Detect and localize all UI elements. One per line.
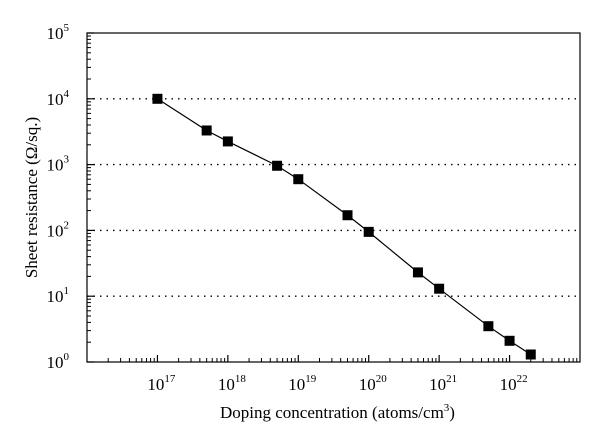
- x-tick-base: 10: [500, 375, 517, 394]
- data-point-marker: [525, 349, 536, 360]
- y-tick-label: 100: [47, 351, 70, 372]
- x-tick-label: 1017: [147, 373, 176, 394]
- y-tick-label: 105: [47, 22, 70, 43]
- y-tick-label: 104: [47, 88, 70, 109]
- data-point-marker: [363, 226, 374, 237]
- y-axis-title: Sheet resistance (Ω/sq.): [22, 117, 41, 278]
- data-point-marker: [222, 136, 233, 147]
- y-tick-base: 10: [47, 353, 64, 372]
- data-point-marker: [434, 283, 445, 294]
- x-tick-label: 1022: [500, 373, 528, 394]
- y-tick-label: 102: [47, 219, 70, 240]
- x-tick-base: 10: [429, 375, 446, 394]
- data-point-marker: [272, 160, 283, 171]
- y-tick-exponent: 3: [64, 154, 70, 166]
- y-tick-exponent: 1: [64, 285, 70, 297]
- grid: [87, 98, 580, 297]
- y-tick-exponent: 0: [64, 351, 70, 363]
- x-tick-exponent: 22: [517, 373, 528, 385]
- x-tick-exponent: 19: [305, 373, 317, 385]
- y-tick-base: 10: [47, 287, 64, 306]
- data-point-marker: [152, 93, 163, 104]
- x-tick-base: 10: [359, 375, 376, 394]
- data-point-marker: [293, 174, 304, 185]
- data-point-marker: [412, 267, 423, 278]
- data-point-marker: [342, 210, 353, 221]
- x-tick-exponent: 21: [446, 373, 457, 385]
- y-tick-base: 10: [47, 156, 64, 175]
- data-point-marker: [504, 335, 515, 346]
- data-series: [152, 93, 536, 360]
- y-tick-exponent: 4: [64, 88, 70, 100]
- plot-area-frame: [86, 32, 581, 363]
- x-tick-base: 10: [288, 375, 305, 394]
- series-line: [157, 98, 532, 356]
- data-point-marker: [201, 125, 212, 136]
- x-tick-label: 1021: [429, 373, 457, 394]
- axis-ticks: [87, 32, 578, 363]
- x-tick-exponent: 18: [235, 373, 247, 385]
- x-tick-label: 1019: [288, 373, 317, 394]
- x-tick-label: 1020: [359, 373, 388, 394]
- data-point-marker: [483, 321, 494, 332]
- x-axis-title-exponent: 3: [444, 402, 450, 414]
- x-tick-exponent: 17: [164, 373, 176, 385]
- y-tick-label: 101: [47, 285, 70, 306]
- y-tick-base: 10: [47, 24, 64, 43]
- y-tick-exponent: 5: [64, 22, 70, 34]
- y-tick-exponent: 2: [64, 219, 70, 231]
- x-tick-label: 1018: [218, 373, 247, 394]
- x-tick-exponent: 20: [376, 373, 388, 385]
- x-axis-title-close: ): [449, 403, 455, 422]
- y-tick-label: 103: [47, 154, 70, 175]
- x-tick-base: 10: [218, 375, 235, 394]
- y-tick-base: 10: [47, 90, 64, 109]
- y-tick-base: 10: [47, 221, 64, 240]
- x-axis-title: Doping concentration (atoms/cm3): [220, 402, 455, 422]
- x-tick-base: 10: [147, 375, 164, 394]
- x-axis-title-text: Doping concentration (atoms/cm: [220, 403, 444, 422]
